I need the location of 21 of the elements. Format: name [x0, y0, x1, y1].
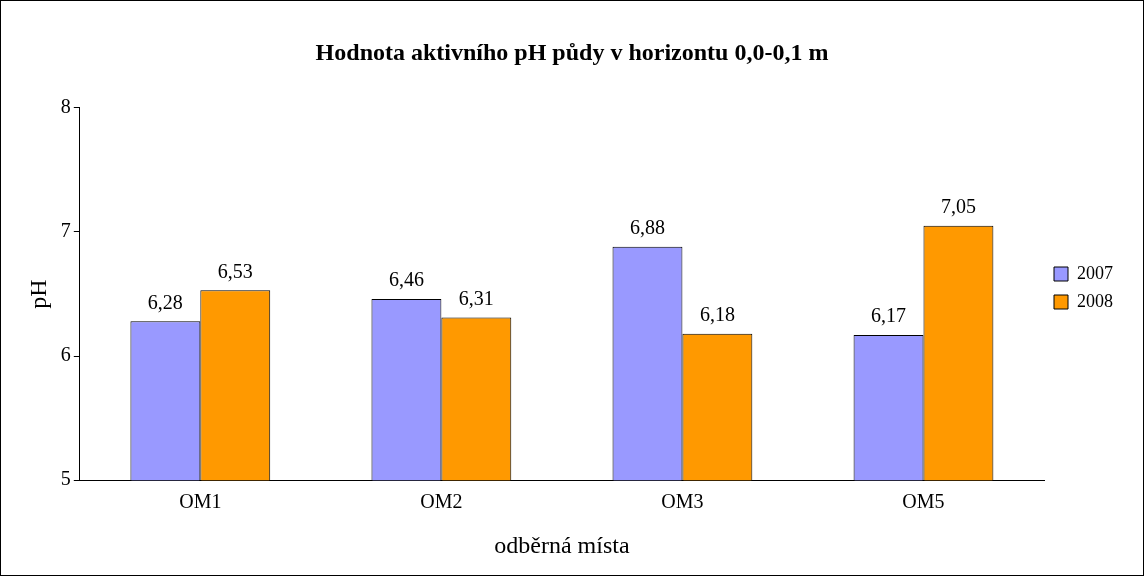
data-label: 7,05 [940, 194, 976, 217]
y-tick-label: 7 [60, 219, 71, 242]
data-label: 6,88 [629, 216, 665, 239]
x-tick-label: OM3 [661, 490, 704, 513]
data-label: 6,17 [871, 304, 907, 327]
data-label: 6,18 [699, 302, 735, 325]
data-label: 6,31 [458, 286, 494, 309]
chart-title: Hodnota aktivního pH půdy v horizontu 0,0-0,1 m [315, 38, 829, 65]
y-axis-title: pH [24, 279, 51, 309]
y-tick-label: 6 [60, 343, 71, 366]
x-tick-label: OM5 [902, 490, 945, 513]
data-label: 6,28 [147, 290, 183, 313]
x-tick-label: OM2 [420, 490, 463, 513]
data-label: 6,53 [217, 259, 253, 282]
x-axis-title: odběrná místa [494, 531, 630, 558]
y-tick-label: 5 [60, 467, 71, 490]
x-tick-label: OM1 [179, 490, 222, 513]
legend-label: 2007 [1077, 262, 1113, 283]
legend-label: 2008 [1077, 290, 1113, 311]
y-tick-label: 8 [60, 95, 71, 118]
data-label: 6,46 [388, 268, 424, 291]
